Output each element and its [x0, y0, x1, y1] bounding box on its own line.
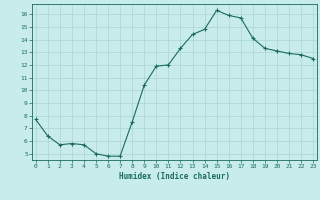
X-axis label: Humidex (Indice chaleur): Humidex (Indice chaleur) [119, 172, 230, 181]
